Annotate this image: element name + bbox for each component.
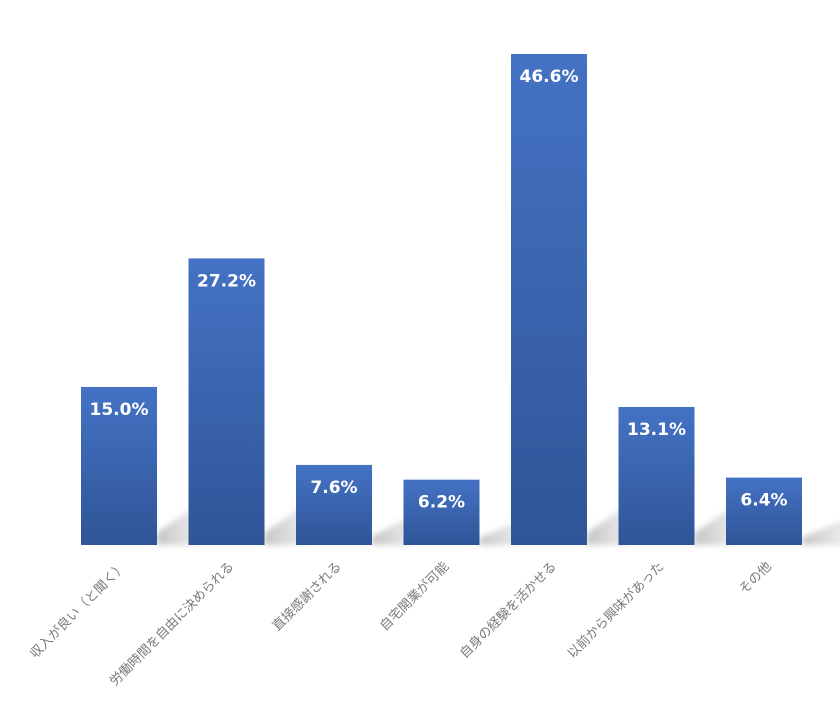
bar (296, 464, 372, 545)
bar-shadow (802, 521, 840, 545)
bars (81, 54, 802, 545)
bar (81, 386, 157, 545)
category-label: 収入が良い（と聞く） (27, 559, 130, 662)
category-label: 労働時間を自由に決められる (107, 559, 237, 689)
category-label: その他 (737, 559, 775, 597)
bar (403, 479, 480, 545)
data-label: 6.2% (418, 493, 465, 513)
bar (188, 258, 265, 545)
data-label: 15.0% (90, 400, 149, 420)
category-label: 自身の経験を活かせる (457, 559, 560, 662)
bar (511, 54, 587, 545)
data-label: 46.6% (520, 67, 579, 87)
data-label: 13.1% (627, 420, 686, 440)
bar (618, 406, 695, 545)
data-label: 27.2% (197, 271, 256, 291)
category-label: 以前から興味があった (564, 559, 667, 662)
data-label: 7.6% (310, 478, 357, 498)
data-label: 6.4% (740, 491, 787, 511)
category-label: 自宅開業が可能 (377, 559, 453, 635)
bar (726, 477, 802, 545)
category-labels: 収入が良い（と聞く）労働時間を自由に決められる 直接感謝される 自宅開業が可能 自身の… (27, 559, 775, 690)
category-label: 直接感謝される (269, 559, 345, 635)
value-labels: 15.0% 27.2% 7.6% 6.2% 46.6% 13.1% 6.4% (90, 67, 788, 513)
